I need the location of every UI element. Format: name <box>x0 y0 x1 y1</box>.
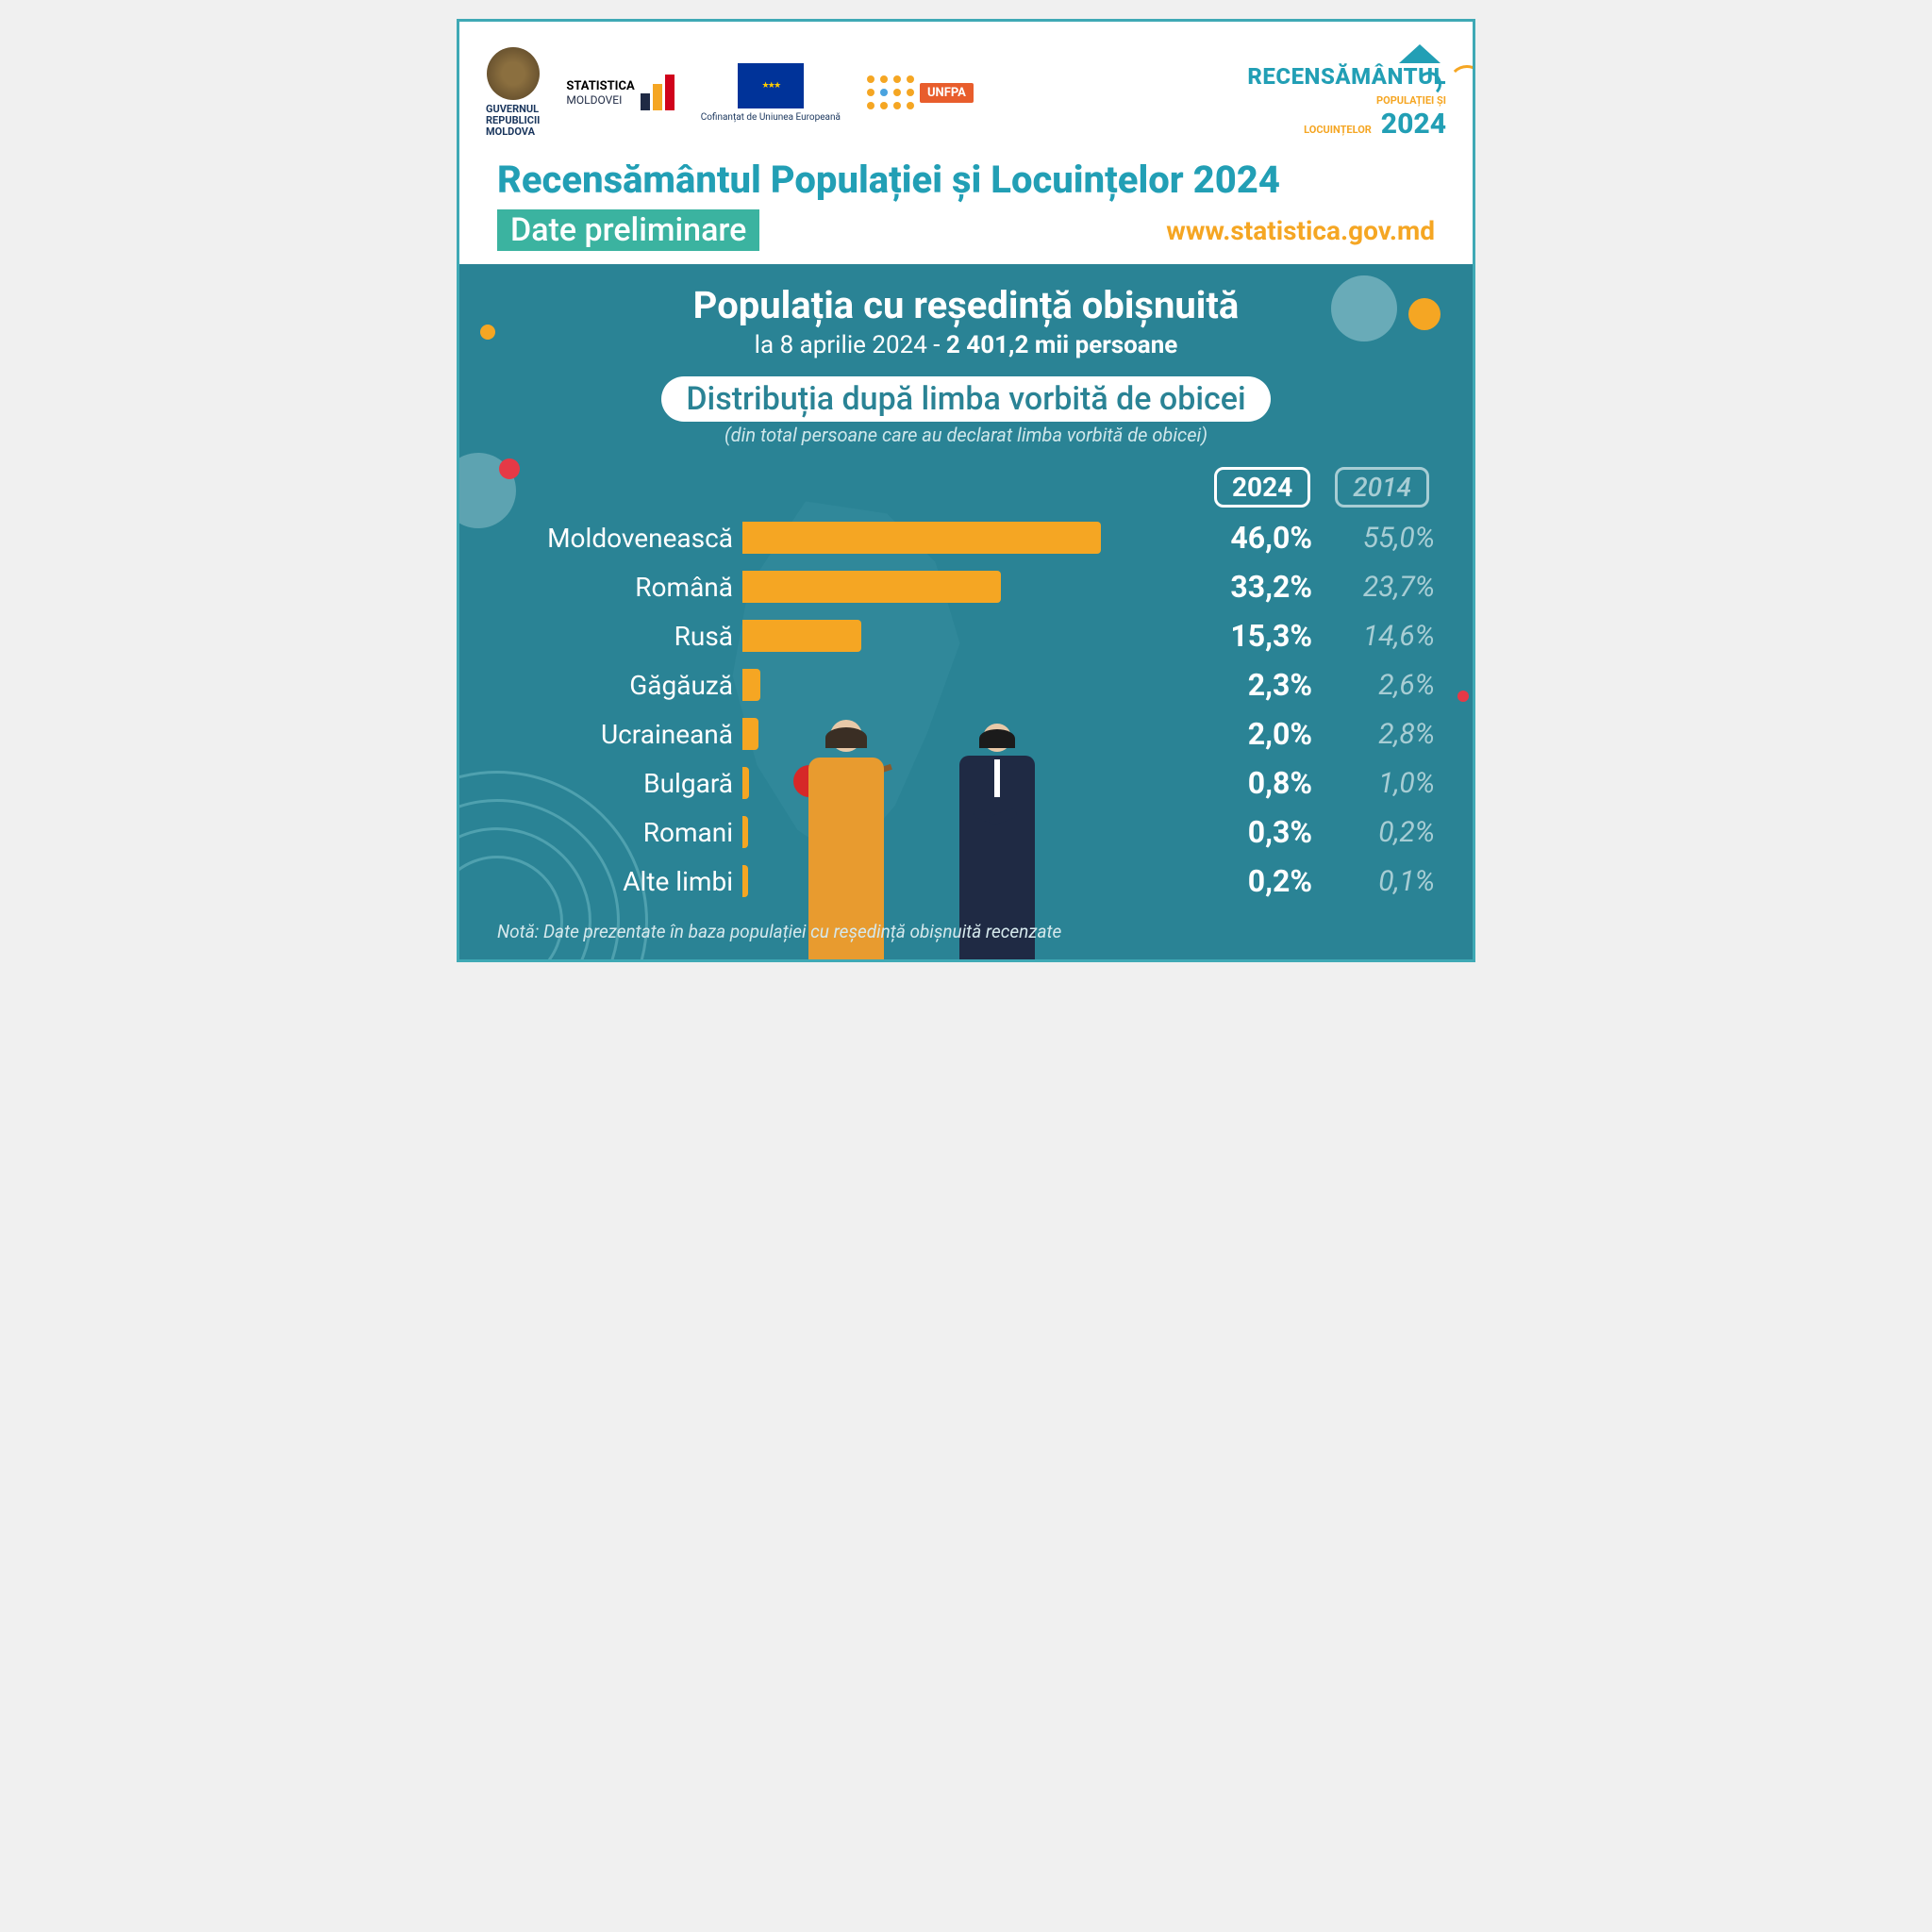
stat-line2: MOLDOVEI <box>566 93 634 107</box>
chart-row: Rusă 15,3%14,6% <box>497 611 1435 660</box>
column-headers: 2024 2014 <box>497 467 1435 508</box>
row-label: Moldovenească <box>497 523 742 554</box>
swirl-icon <box>1410 65 1448 103</box>
row-label: Romani <box>497 817 742 848</box>
infographic-card: GUVERNULREPUBLICIIMOLDOVA STATISTICAMOLD… <box>457 19 1475 962</box>
language-bar-chart: 2024 2014 Moldovenească 46,0%55,0% Română 3… <box>497 467 1435 906</box>
value-2014: 23,7% <box>1312 571 1435 604</box>
unfpa-logo: UNFPA <box>867 75 974 109</box>
chart-row: Moldovenească 46,0%55,0% <box>497 513 1435 562</box>
distribution-pill: Distribuția după limba vorbită de obicei <box>661 376 1270 422</box>
col-2014: 2014 <box>1335 467 1429 508</box>
eu-cofinance-logo: Cofinanțat de Uniunea Europeană <box>701 63 841 123</box>
preliminary-badge: Date preliminare <box>497 209 759 251</box>
value-2024: 2,3% <box>1171 667 1312 703</box>
row-label: Alte limbi <box>497 866 742 897</box>
chart-row: Română 33,2%23,7% <box>497 562 1435 611</box>
unfpa-tag: UNFPA <box>920 83 974 103</box>
deco-dot-icon <box>1457 691 1469 702</box>
chart-row: Găgăuză 2,3%2,6% <box>497 660 1435 709</box>
value-2014: 55,0% <box>1312 522 1435 555</box>
value-2014: 2,6% <box>1312 669 1435 702</box>
statistica-moldovei-logo: STATISTICAMOLDOVEI <box>566 75 674 110</box>
chart-row: Bulgară 0,8%1,0% <box>497 758 1435 808</box>
date-line: la 8 aprilie 2024 - 2 401,2 mii persoane <box>497 331 1435 359</box>
row-label: Bulgară <box>497 768 742 799</box>
value-2014: 1,0% <box>1312 767 1435 800</box>
coat-of-arms-icon <box>487 47 540 100</box>
website-url[interactable]: www.statistica.gov.md <box>1166 215 1435 246</box>
bar <box>742 767 749 799</box>
gov-line2: REPUBLICII <box>486 114 540 126</box>
house-icon <box>1399 44 1441 63</box>
row-label: Română <box>497 572 742 603</box>
bar <box>742 669 760 701</box>
row-label: Ucraineană <box>497 719 742 750</box>
content-body: Populația cu reședință obișnuită la 8 ap… <box>459 264 1473 959</box>
census-year: 2024 <box>1381 108 1446 141</box>
census-sub2: LOCUINȚELOR <box>1304 124 1372 136</box>
chart-row: Alte limbi 0,2%0,1% <box>497 857 1435 906</box>
deco-circle-icon <box>1331 275 1397 341</box>
value-2024: 2,0% <box>1171 716 1312 752</box>
value-2024: 0,2% <box>1171 863 1312 899</box>
value-2024: 33,2% <box>1171 569 1312 605</box>
date-prefix: la 8 aprilie 2024 - <box>755 331 946 359</box>
bar <box>742 522 1101 554</box>
title-section: Recensământul Populației și Locuințelor … <box>459 148 1473 264</box>
chart-rows: Moldovenească46,0%55,0%Română33,2%23,7%R… <box>497 513 1435 906</box>
bar <box>742 571 1001 603</box>
eu-caption: Cofinanțat de Uniunea Europeană <box>701 112 841 123</box>
eu-flag-icon <box>738 63 804 108</box>
gov-moldova-logo: GUVERNULREPUBLICIIMOLDOVA <box>486 47 540 138</box>
bar <box>742 620 861 652</box>
col-2024: 2024 <box>1214 467 1310 508</box>
value-2024: 0,3% <box>1171 814 1312 850</box>
chart-row: Ucraineană 2,0%2,8% <box>497 709 1435 758</box>
bar <box>742 718 758 750</box>
bars-icon <box>641 75 675 110</box>
logo-bar: GUVERNULREPUBLICIIMOLDOVA STATISTICAMOLD… <box>459 22 1473 148</box>
value-2014: 2,8% <box>1312 718 1435 751</box>
main-title: Recensământul Populației și Locuințelor … <box>497 158 1435 202</box>
section-heading: Populația cu reședință obișnuită <box>497 283 1435 327</box>
deco-dot-icon <box>480 325 495 340</box>
footnote: Notă: Date prezentate în baza populației… <box>497 921 1435 942</box>
value-2014: 0,1% <box>1312 865 1435 898</box>
stat-line1: STATISTICA <box>566 79 634 93</box>
bar <box>742 816 748 848</box>
bar <box>742 865 748 897</box>
distribution-subtitle: (din total persoane care au declarat lim… <box>497 424 1435 446</box>
value-2024: 15,3% <box>1171 618 1312 654</box>
deco-dot-icon <box>1408 298 1441 330</box>
value-2014: 14,6% <box>1312 620 1435 653</box>
census-2024-logo: RECENSĂMÂNTUL POPULAȚIEI ȘILOCUINȚELOR 2… <box>1247 44 1446 141</box>
value-2014: 0,2% <box>1312 816 1435 849</box>
row-label: Găgăuză <box>497 670 742 701</box>
gov-line1: GUVERNUL <box>486 103 539 115</box>
gov-line3: MOLDOVA <box>486 125 535 138</box>
row-label: Rusă <box>497 621 742 652</box>
value-2024: 46,0% <box>1171 520 1312 556</box>
unfpa-dots-icon <box>867 75 914 109</box>
chart-row: Romani 0,3%0,2% <box>497 808 1435 857</box>
population-value: 2 401,2 mii persoane <box>946 331 1177 359</box>
value-2024: 0,8% <box>1171 765 1312 801</box>
